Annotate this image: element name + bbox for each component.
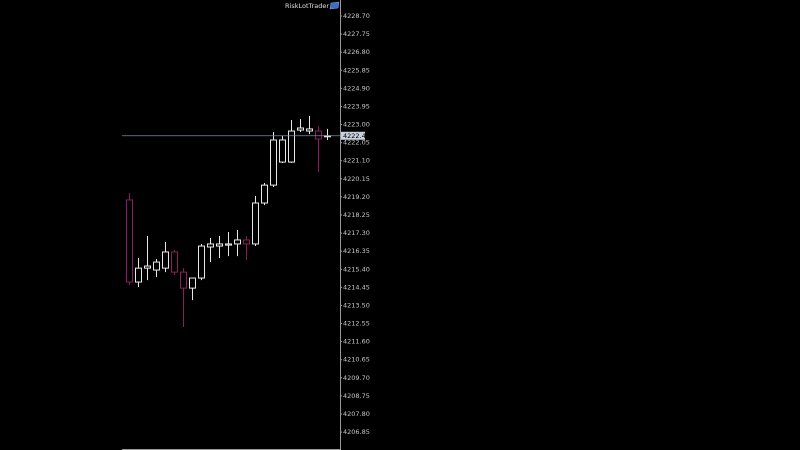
candle-body — [216, 243, 223, 247]
y-tick-label: 4207.80 — [343, 410, 370, 418]
candle-body — [225, 243, 232, 246]
current-price-box — [341, 131, 365, 140]
candle-body — [261, 184, 268, 204]
candle-body — [144, 265, 151, 269]
y-tick-label: 4215.40 — [343, 265, 370, 273]
candle-body — [153, 261, 160, 271]
chart-title: RiskLotTrader — [285, 2, 329, 10]
y-tick-label: 4223.95 — [343, 102, 370, 110]
y-tick-label: 4209.70 — [343, 374, 370, 382]
y-tick-label: 4219.20 — [343, 193, 370, 201]
candle-body — [315, 130, 322, 140]
candle-body — [135, 267, 142, 283]
candle-body — [198, 245, 205, 279]
candle-body — [126, 199, 133, 283]
y-tick-label: 4221.10 — [343, 157, 370, 165]
candle-body — [234, 239, 241, 245]
candle-body — [252, 202, 259, 245]
y-tick-label: 4213.50 — [343, 301, 370, 309]
y-tick-label: 4228.70 — [343, 12, 370, 20]
candle-body — [189, 277, 196, 289]
candle-body — [279, 139, 286, 163]
y-tick-label: 4227.75 — [343, 30, 370, 38]
candle-body — [180, 271, 187, 289]
y-tick-label: 4218.25 — [343, 211, 370, 219]
y-tick-label: 4225.85 — [343, 66, 370, 74]
y-tick-label: 4212.55 — [343, 320, 370, 328]
current-price-label: 4222.41 — [343, 132, 370, 140]
candle-body — [270, 139, 277, 186]
y-tick-label: 4206.85 — [343, 428, 370, 436]
y-tick-label: 4223.00 — [343, 121, 370, 129]
candle-body — [297, 127, 304, 131]
y-tick-label: 4208.75 — [343, 392, 370, 400]
y-tick-label: 4222.05 — [343, 139, 370, 147]
y-tick-label: 4226.80 — [343, 48, 370, 56]
candle-body — [207, 243, 214, 248]
candle-body — [162, 251, 169, 269]
y-tick-label: 4210.65 — [343, 356, 370, 364]
y-tick-label: 4217.30 — [343, 229, 370, 237]
candle-body — [288, 130, 295, 163]
candle-body — [243, 239, 250, 245]
y-tick-label: 4216.35 — [343, 247, 370, 255]
y-tick-label: 4214.45 — [343, 283, 370, 291]
candle-body — [306, 128, 313, 132]
y-tick-label: 4220.15 — [343, 175, 370, 183]
y-tick-label: 4211.60 — [343, 338, 370, 346]
y-tick-label: 4224.90 — [343, 84, 370, 92]
candle-body — [171, 251, 178, 273]
logo-icon — [329, 1, 340, 10]
